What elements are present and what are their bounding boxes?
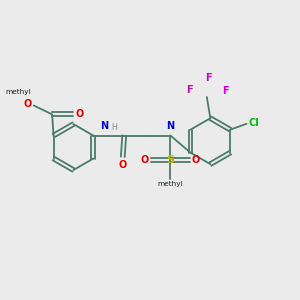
Text: Cl: Cl — [249, 118, 260, 128]
Text: O: O — [119, 160, 127, 170]
Text: H: H — [111, 123, 117, 132]
Text: N: N — [100, 121, 109, 131]
Text: S: S — [167, 155, 175, 165]
Text: F: F — [205, 73, 211, 83]
Text: O: O — [192, 155, 200, 165]
Text: O: O — [75, 110, 83, 119]
Text: O: O — [141, 155, 149, 165]
Text: O: O — [24, 99, 32, 109]
Text: F: F — [222, 85, 229, 95]
Text: methyl: methyl — [158, 181, 183, 187]
Text: methyl: methyl — [6, 89, 31, 95]
Text: N: N — [167, 122, 175, 131]
Text: F: F — [186, 85, 193, 94]
